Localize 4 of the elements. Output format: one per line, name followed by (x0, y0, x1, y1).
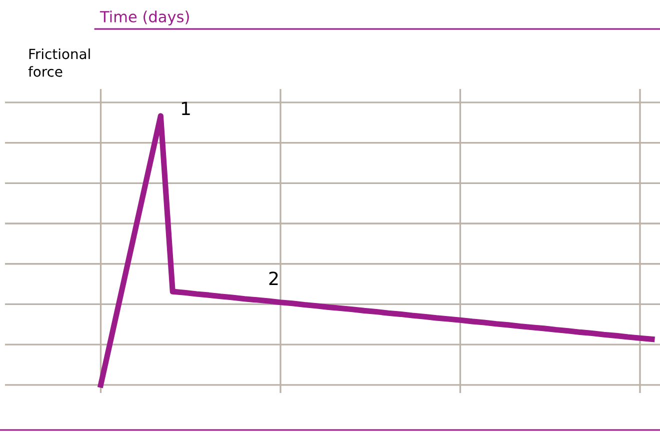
y-axis-title: Frictional force (28, 48, 90, 77)
chart-title: Time (days) (100, 10, 189, 26)
text: 1 (182, 102, 190, 115)
annotation: 2 (269, 272, 278, 285)
